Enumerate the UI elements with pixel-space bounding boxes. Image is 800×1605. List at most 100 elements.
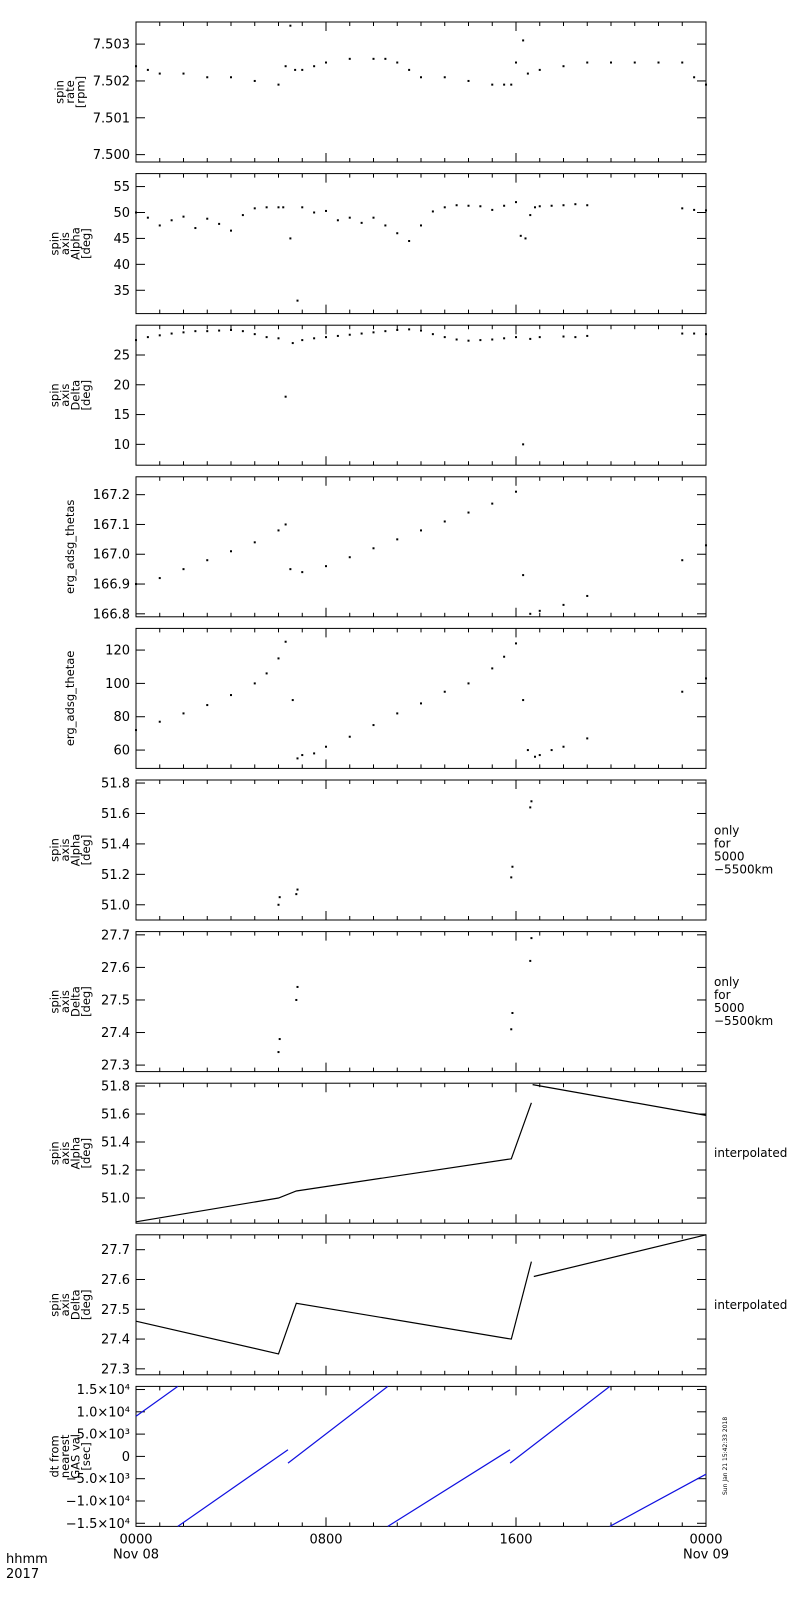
y-tick-label: 20 [113,378,130,393]
y-axis-label: spinaxisDelta[deg] [47,1289,93,1320]
data-point [510,876,513,879]
y-tick-label: 51.8 [101,777,130,792]
panel-note: only [714,824,739,838]
data-point [230,229,232,232]
data-point [534,206,536,209]
data-point [529,806,532,809]
panel-7: 27.3 27.4 27.5 27.6 27.7 spinaxisDelta[deg] on… [47,928,773,1073]
data-point [295,998,298,1001]
y-axis-label-line: spin [47,1293,61,1317]
y-tick-label: 7.503 [93,38,130,53]
panel-note: −5500km [714,1014,773,1028]
y-axis-label-line: axis [58,384,72,407]
data-point [693,208,696,211]
panel-3: 10 15 20 25 spinaxisDelta[deg] [47,324,707,466]
data-point [325,565,327,568]
data-point [230,550,232,553]
x-tick-date-label: Nov 09 [683,1547,729,1562]
data-point [510,83,513,86]
y-axis-label: spinrate[rpm] [53,76,88,108]
data-point [277,529,280,532]
data-point [443,76,446,79]
data-point [503,83,506,86]
y-axis-label-line: rate [63,80,77,103]
series-line-1 [135,1102,532,1223]
series-line-6 [609,1473,707,1527]
y-axis-label-line: Delta [68,380,82,411]
y-tick-label: 166.8 [93,607,130,622]
data-point [479,205,482,208]
data-point [503,655,506,658]
y-tick-label: 51.4 [101,837,130,852]
data-point [467,339,470,342]
data-point [515,336,517,339]
y-axis-label-line: Alpha [68,834,82,867]
data-point [693,76,696,79]
panel-note: interpolated [714,1298,787,1312]
data-point [372,57,375,60]
y-tick-label: −1.5×10⁴ [66,1517,130,1532]
data-point [530,800,533,803]
data-point [372,216,375,219]
data-point [230,328,232,331]
y-tick-label: 80 [113,710,130,725]
y-tick-label: 27.7 [101,1243,130,1258]
data-point [325,336,327,339]
data-point [135,211,137,214]
data-point [524,237,527,240]
y-axis-label-line: axis [58,1293,72,1316]
panel-frame [135,21,707,163]
series-line-3 [287,1385,389,1464]
data-point [586,61,589,64]
data-point [230,694,232,697]
data-point [278,896,281,899]
panel-frame [135,324,707,466]
data-point [510,1028,513,1031]
data-point [515,201,517,204]
data-point [135,339,137,342]
panel-frame [135,627,707,769]
series-line-2 [177,1449,289,1527]
series-line-1 [135,1261,532,1355]
data-point [522,699,525,702]
data-point [194,227,197,230]
y-axis-label-line: [deg] [79,1138,93,1169]
y-tick-label: 167.2 [93,488,130,503]
data-point [218,222,221,225]
data-point [491,338,494,341]
data-point [681,207,684,210]
data-point [420,529,422,532]
y-axis-label-line: Delta [68,986,82,1017]
y-tick-label: 51.0 [101,1192,130,1207]
panel-note: 5000 [714,850,745,864]
y-tick-label: 27.6 [101,961,130,976]
data-point [562,335,565,338]
data-point [467,79,470,82]
data-point [538,205,541,208]
data-point [253,682,256,685]
data-point [182,215,185,218]
data-point [443,690,446,693]
data-point [562,204,565,207]
x-tick-label: 1600 [499,1532,532,1547]
y-tick-label: 45 [113,232,130,247]
data-point [529,214,532,217]
data-point [277,1051,280,1054]
data-point [657,61,660,64]
data-point [158,224,161,227]
y-tick-label: 27.5 [101,993,130,1008]
data-point [295,893,298,896]
panel-note: −5500km [714,863,773,877]
y-tick-label: 51.6 [101,1108,130,1123]
data-point [348,216,351,219]
data-point [538,754,541,757]
panel-10: −1.5×10⁴ −1.0×10⁴ −5.0×10³ 0 5.0×10³ 1.0×10⁴ 1… [47,1383,707,1532]
data-point [693,332,696,335]
data-point [396,232,399,235]
data-point [313,65,316,68]
data-point [431,210,434,213]
data-point [284,640,287,643]
data-point [325,61,327,64]
data-point [284,65,287,68]
